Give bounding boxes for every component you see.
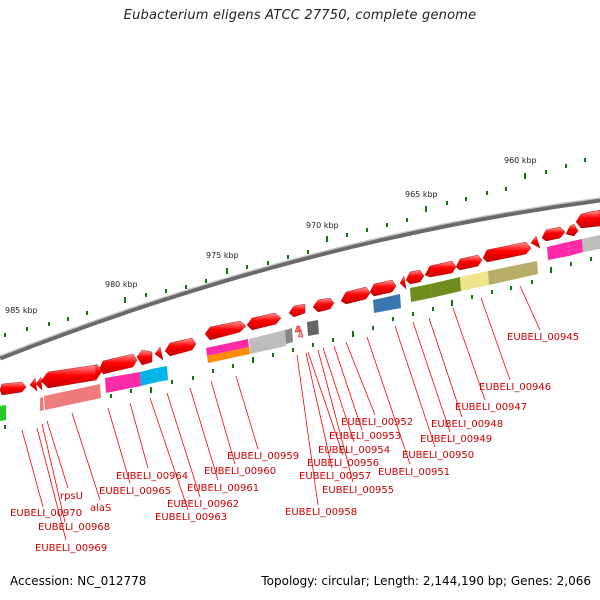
- category-block: [285, 328, 293, 344]
- gene-label: rpsU: [60, 491, 83, 502]
- gene-arrow: [405, 269, 425, 285]
- gene-arrow: [136, 349, 153, 366]
- gene-label: EUBELI_00952: [341, 417, 413, 428]
- scale-label: 960 kbp: [504, 156, 537, 165]
- genome-backbone: [0, 197, 600, 361]
- gene-arrow: [541, 226, 566, 242]
- gene-label: EUBELI_00953: [329, 431, 401, 442]
- category-block: [547, 242, 569, 260]
- category-block: [0, 405, 6, 421]
- category-block: [249, 330, 286, 354]
- gene-arrow: [399, 275, 407, 290]
- gene-label: EUBELI_00948: [431, 419, 503, 430]
- gene-label: EUBELI_00947: [455, 402, 527, 413]
- category-block: [44, 384, 101, 410]
- category-block: [207, 347, 250, 363]
- gene-label: EUBELI_00946: [479, 382, 551, 393]
- category-block: [40, 397, 44, 411]
- gene-arrow: [530, 235, 541, 249]
- gene-arrow: [297, 328, 304, 338]
- category-block: [568, 239, 583, 256]
- gene-label: EUBELI_00957: [299, 471, 371, 482]
- gene-arrow: [0, 381, 27, 396]
- gene-label: EUBELI_00960: [204, 466, 276, 477]
- gene-arrow: [154, 346, 164, 361]
- gene-label: EUBELI_00970: [10, 508, 82, 519]
- gene-label: EUBELI_00945: [507, 332, 579, 343]
- gene-arrow: [164, 337, 197, 357]
- accession-label: Accession: NC_012778: [10, 574, 147, 588]
- gene-track-category: [0, 235, 600, 421]
- gene-arrow: [369, 279, 397, 297]
- lower-ticks: [4, 257, 592, 429]
- page-title: Eubacterium eligens ATCC 27750, complete…: [123, 8, 477, 23]
- category-block: [460, 271, 489, 291]
- scale-label: 980 kbp: [105, 280, 138, 289]
- gene-arrow: [482, 241, 532, 263]
- scale-label: 985 kbp: [5, 306, 38, 315]
- gene-label: alaS: [90, 503, 111, 514]
- gene-arrow: [40, 364, 97, 389]
- gene-label: EUBELI_00964: [116, 471, 188, 482]
- gene-arrow: [424, 260, 457, 278]
- gene-label: EUBELI_00961: [187, 483, 259, 494]
- category-block: [430, 277, 461, 298]
- gene-label: EUBELI_00959: [227, 451, 299, 462]
- scale-ticks: [4, 158, 586, 337]
- gene-label: EUBELI_00950: [402, 450, 474, 461]
- gene-track-forward: [0, 209, 600, 396]
- gene-label: EUBELI_00968: [38, 522, 110, 533]
- gene-arrow: [35, 376, 43, 391]
- gene-arrow: [294, 325, 301, 333]
- gene-arrow: [575, 209, 600, 229]
- gene-arrow: [246, 312, 282, 331]
- scale-label: 975 kbp: [206, 251, 239, 260]
- gene-label: EUBELI_00963: [155, 512, 227, 523]
- category-block: [105, 372, 141, 393]
- gene-arrow: [288, 303, 306, 318]
- scale-label: 965 kbp: [405, 190, 438, 199]
- gene-label: EUBELI_00965: [99, 486, 171, 497]
- gene-arrow: [29, 377, 38, 392]
- gene-label: EUBELI_00956: [307, 458, 379, 469]
- gene-arrow: [340, 286, 371, 305]
- category-block: [373, 294, 401, 313]
- gene-label: EUBELI_00954: [318, 445, 390, 456]
- category-block: [140, 368, 157, 386]
- gene-arrow: [565, 223, 579, 237]
- gene-arrow: [99, 353, 138, 375]
- gene-label: EUBELI_00949: [420, 434, 492, 445]
- category-block: [307, 320, 319, 336]
- scale-label: 970 kbp: [306, 221, 339, 230]
- gene-arrow: [95, 363, 104, 381]
- category-block: [206, 339, 249, 356]
- gene-label: EUBELI_00955: [322, 485, 394, 496]
- gene-label: EUBELI_00958: [285, 507, 357, 518]
- topology-label: Topology: circular; Length: 2,144,190 bp…: [261, 574, 591, 588]
- gene-label: EUBELI_00951: [378, 467, 450, 478]
- category-block: [582, 235, 600, 252]
- category-block: [156, 366, 168, 382]
- category-block: [410, 284, 431, 302]
- gene-label: EUBELI_00962: [167, 499, 239, 510]
- gene-arrow: [204, 320, 247, 341]
- gene-label: EUBELI_00969: [35, 543, 107, 554]
- callout-lines: [21, 285, 541, 541]
- category-block: [488, 261, 538, 285]
- gene-arrow: [455, 254, 483, 271]
- gene-arrow: [312, 297, 335, 313]
